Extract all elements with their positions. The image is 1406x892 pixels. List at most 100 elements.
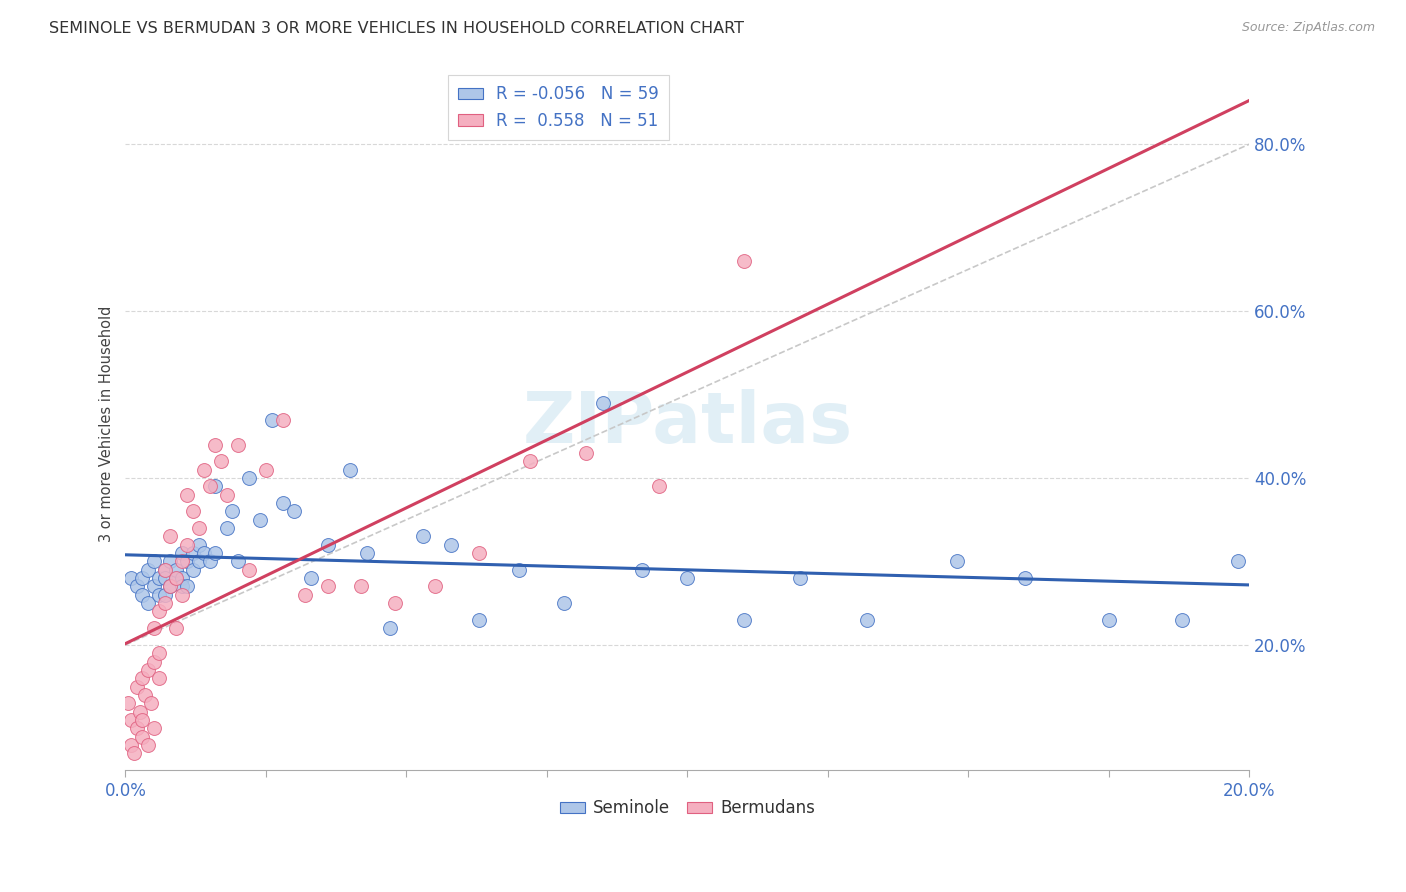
Point <box>142 554 165 568</box>
Point <box>238 563 260 577</box>
Point <box>117 696 139 710</box>
Point <box>1227 554 1250 568</box>
Point <box>134 688 156 702</box>
Point <box>215 488 238 502</box>
Point <box>136 563 159 577</box>
Text: ZIPatlas: ZIPatlas <box>522 389 852 458</box>
Point <box>176 488 198 502</box>
Point <box>148 604 170 618</box>
Point <box>648 479 671 493</box>
Point <box>153 563 176 577</box>
Point <box>339 462 361 476</box>
Point <box>181 563 204 577</box>
Point <box>676 571 699 585</box>
Point <box>271 496 294 510</box>
Point <box>176 579 198 593</box>
Point <box>209 454 232 468</box>
Point <box>204 437 226 451</box>
Point <box>215 521 238 535</box>
Point <box>249 513 271 527</box>
Point <box>120 713 142 727</box>
Point <box>170 588 193 602</box>
Point <box>204 479 226 493</box>
Point <box>131 730 153 744</box>
Point <box>136 738 159 752</box>
Point <box>153 596 176 610</box>
Point <box>553 596 575 610</box>
Point <box>299 571 322 585</box>
Point <box>148 671 170 685</box>
Point <box>1171 613 1194 627</box>
Point <box>316 579 339 593</box>
Point <box>378 621 401 635</box>
Point <box>170 554 193 568</box>
Point <box>153 588 176 602</box>
Point <box>131 671 153 685</box>
Point <box>125 579 148 593</box>
Point <box>519 454 541 468</box>
Point <box>468 546 491 560</box>
Point <box>238 471 260 485</box>
Point <box>142 721 165 735</box>
Point <box>508 563 530 577</box>
Point <box>254 462 277 476</box>
Point <box>440 538 463 552</box>
Point <box>181 546 204 560</box>
Point <box>120 738 142 752</box>
Point <box>575 446 598 460</box>
Point <box>122 747 145 761</box>
Point <box>128 705 150 719</box>
Point <box>131 588 153 602</box>
Point <box>159 529 181 543</box>
Point <box>131 713 153 727</box>
Point <box>165 563 187 577</box>
Text: Source: ZipAtlas.com: Source: ZipAtlas.com <box>1241 21 1375 35</box>
Point <box>187 521 209 535</box>
Point <box>148 588 170 602</box>
Point <box>198 554 221 568</box>
Point <box>187 554 209 568</box>
Point <box>139 696 162 710</box>
Point <box>170 579 193 593</box>
Point <box>125 680 148 694</box>
Point <box>153 563 176 577</box>
Point <box>142 655 165 669</box>
Point <box>592 396 614 410</box>
Point <box>316 538 339 552</box>
Point <box>856 613 879 627</box>
Point <box>181 504 204 518</box>
Point <box>1014 571 1036 585</box>
Point <box>125 721 148 735</box>
Point <box>946 554 969 568</box>
Point <box>356 546 378 560</box>
Point <box>198 479 221 493</box>
Point <box>187 538 209 552</box>
Point <box>165 621 187 635</box>
Point <box>193 462 215 476</box>
Point <box>789 571 811 585</box>
Point <box>204 546 226 560</box>
Point <box>221 504 243 518</box>
Point <box>142 621 165 635</box>
Point <box>733 613 755 627</box>
Point <box>226 554 249 568</box>
Point <box>176 538 198 552</box>
Point <box>631 563 654 577</box>
Point <box>733 254 755 268</box>
Point <box>170 546 193 560</box>
Legend: Seminole, Bermudans: Seminole, Bermudans <box>553 793 821 824</box>
Point <box>260 412 283 426</box>
Point <box>136 596 159 610</box>
Point <box>131 571 153 585</box>
Point <box>170 571 193 585</box>
Point <box>193 546 215 560</box>
Point <box>148 571 170 585</box>
Point <box>283 504 305 518</box>
Point <box>165 571 187 585</box>
Point <box>176 554 198 568</box>
Point <box>350 579 373 593</box>
Point <box>120 571 142 585</box>
Point <box>1098 613 1121 627</box>
Point <box>159 579 181 593</box>
Point <box>142 579 165 593</box>
